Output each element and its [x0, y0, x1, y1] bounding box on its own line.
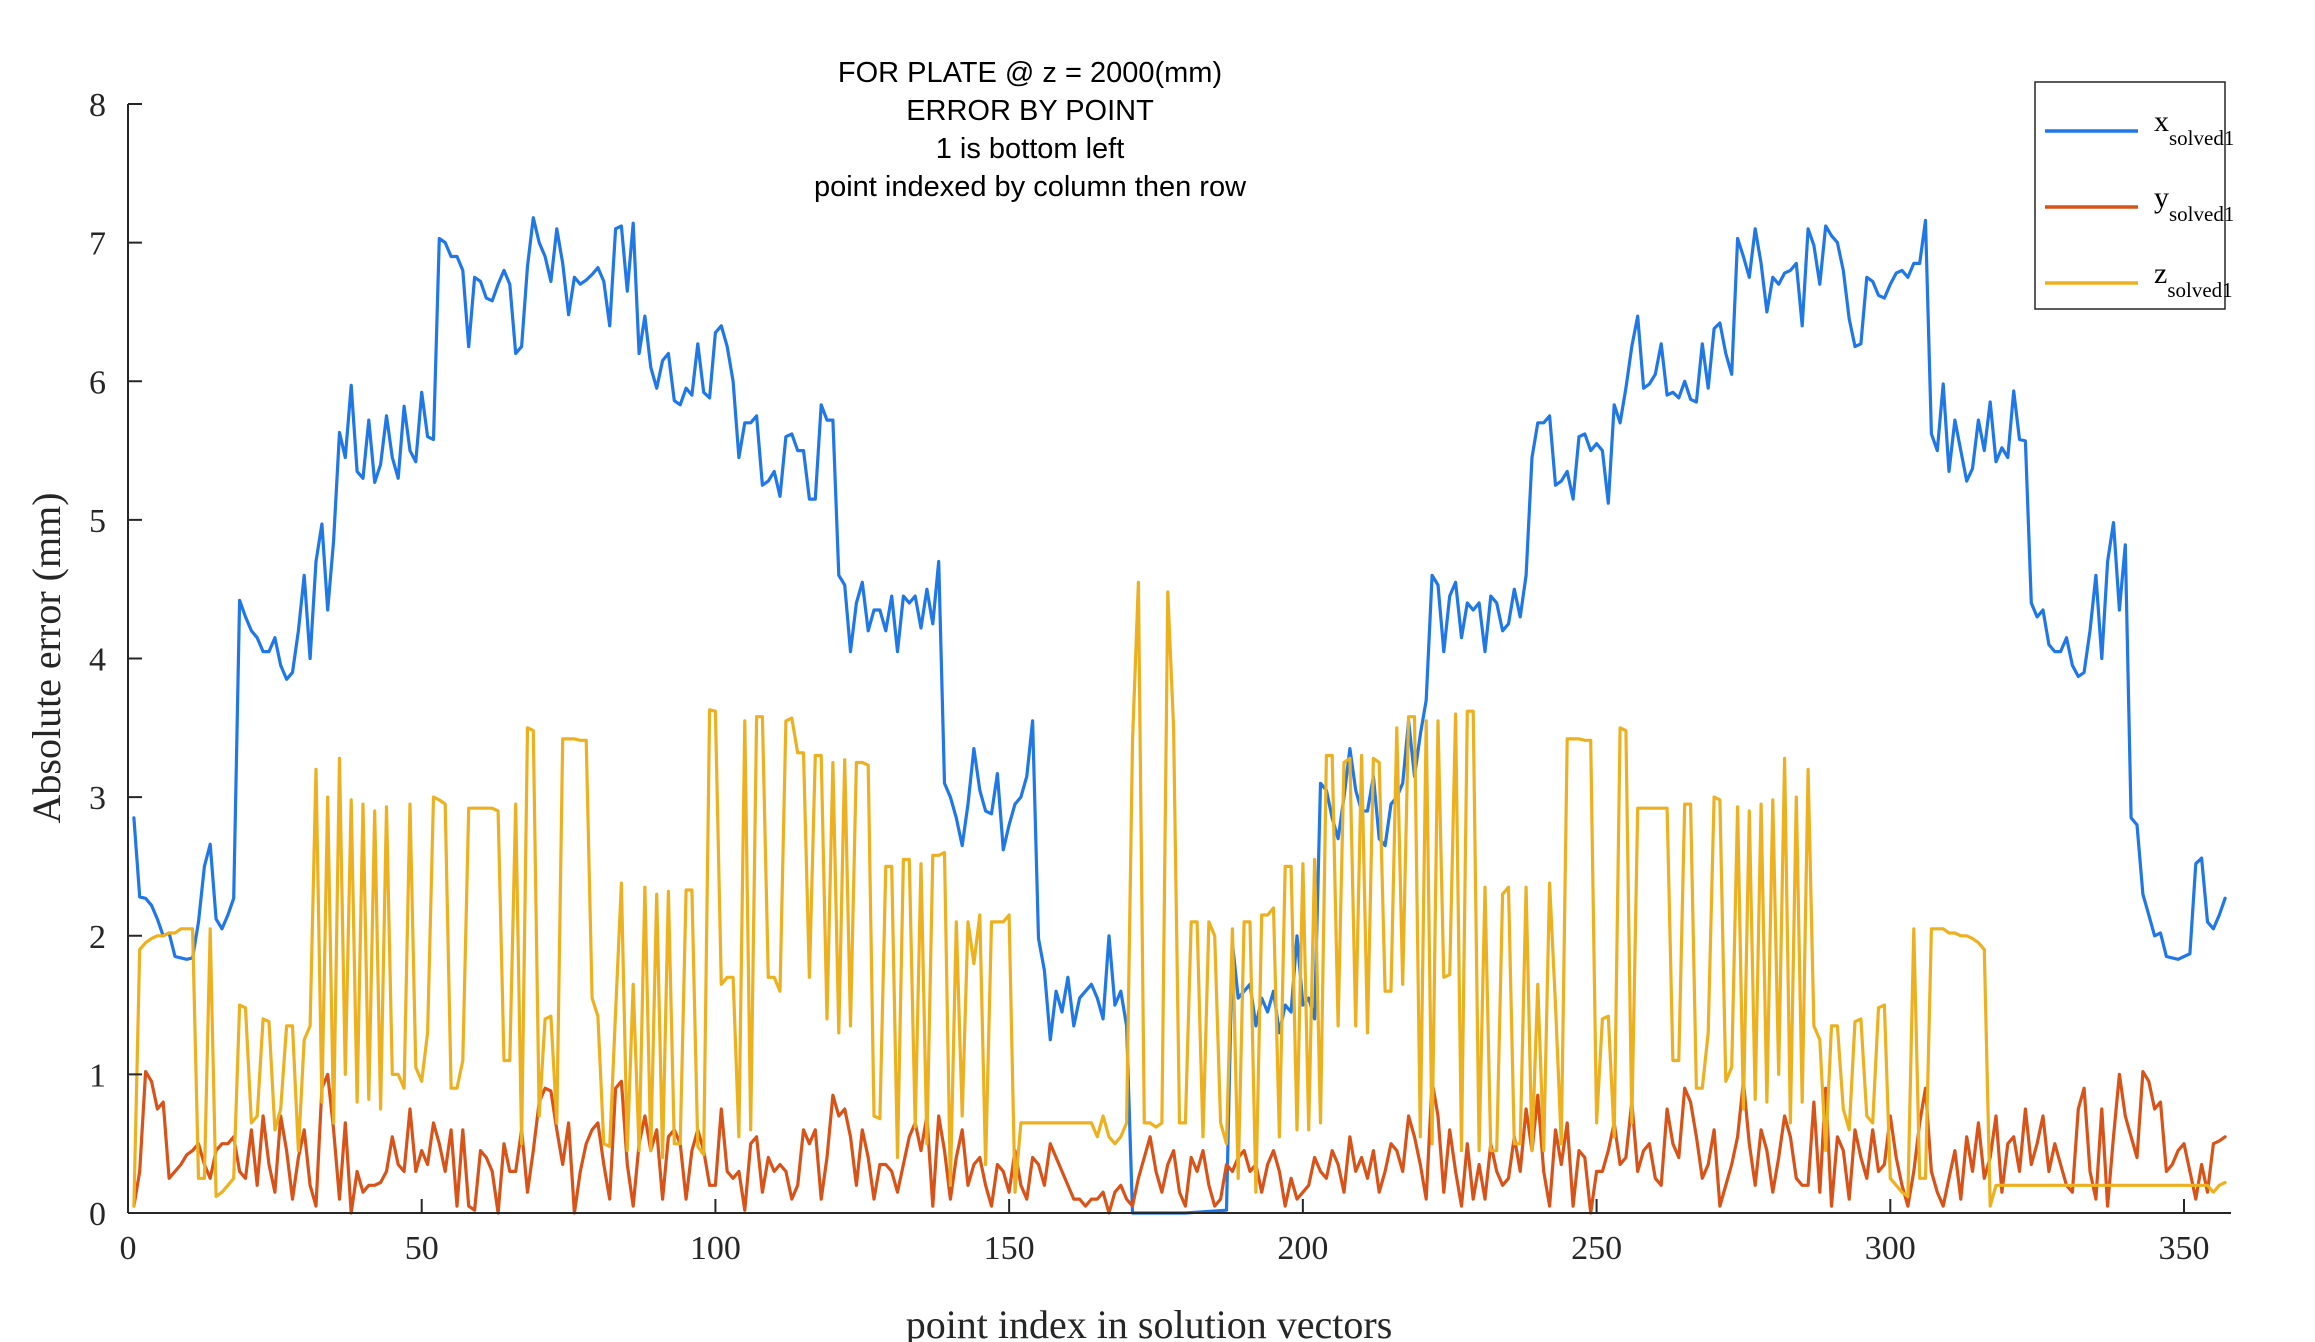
chart-title: FOR PLATE @ z = 2000(mm) ERROR BY POINT …: [814, 57, 1247, 203]
x-axis-label: point index in solution vectors: [906, 1302, 1393, 1342]
y-tick-label: 0: [89, 1196, 106, 1233]
y-tick-label: 1: [89, 1057, 106, 1094]
y-tick-label: 3: [89, 780, 106, 817]
y-tick-label: 6: [89, 364, 106, 401]
x-tick-label: 100: [690, 1230, 741, 1267]
title-line-3: 1 is bottom left: [936, 133, 1125, 165]
x-tick-label: 50: [405, 1230, 439, 1267]
y-tick-label: 4: [89, 642, 106, 679]
y-tick-label: 2: [89, 919, 106, 956]
x-ticks: 0 50 100 150 200 250 300 350: [120, 1199, 2210, 1267]
y-tick-label: 7: [89, 226, 106, 263]
x-tick-label: 300: [1865, 1230, 1916, 1267]
x-tick-label: 250: [1571, 1230, 1622, 1267]
title-line-4: point indexed by column then row: [814, 171, 1247, 203]
x-tick-label: 350: [2159, 1230, 2210, 1267]
title-line-2: ERROR BY POINT: [906, 95, 1154, 127]
x-tick-label: 0: [120, 1230, 137, 1267]
y-axis-label: Absolute error (mm): [24, 492, 69, 823]
title-line-1: FOR PLATE @ z = 2000(mm): [838, 57, 1222, 89]
series-line-z: [132, 580, 2227, 1208]
x-tick-label: 150: [984, 1230, 1035, 1267]
x-tick-label: 200: [1277, 1230, 1328, 1267]
y-ticks: 0 1 2 3 4 5 6 7 8: [89, 87, 142, 1233]
legend-box: [2034, 81, 2226, 310]
series-line-y: [132, 1070, 2227, 1215]
series-layer: [132, 216, 2227, 1215]
y-tick-label: 8: [89, 87, 106, 124]
y-tick-label: 5: [89, 503, 106, 540]
